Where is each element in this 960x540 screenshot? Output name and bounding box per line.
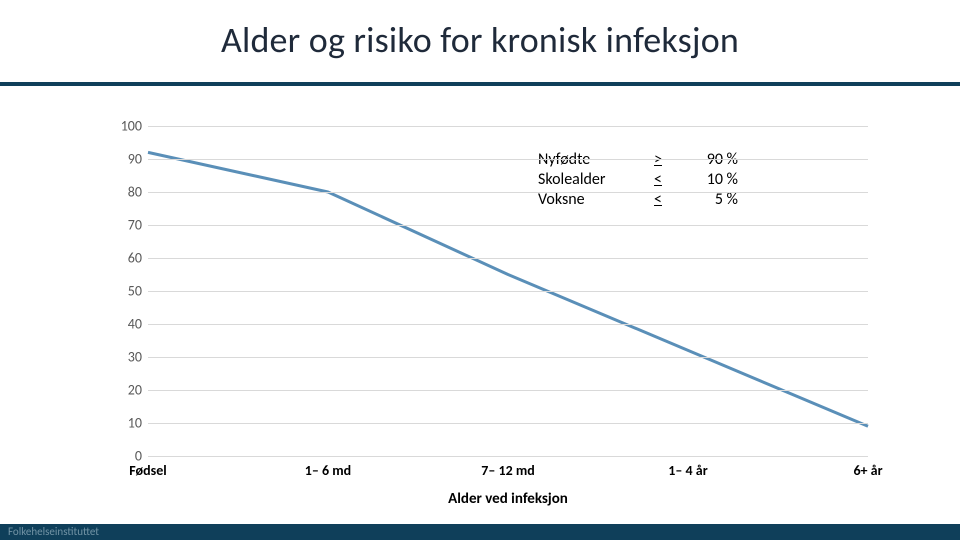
- slide: Alder og risiko for kronisk infeksjon Fø…: [0, 0, 960, 540]
- annotation-label: Nyfødte: [538, 150, 626, 170]
- y-tick-label: 90: [112, 151, 148, 168]
- x-tick-label: 1– 6 md: [305, 462, 351, 479]
- footer-bar: [0, 524, 960, 540]
- annotation-label: Voksne: [538, 190, 626, 210]
- x-tick-label: 1– 4 år: [668, 462, 707, 479]
- x-axis-title: Alder ved infeksjon: [148, 490, 868, 508]
- annotation-pct: 10 %: [690, 170, 738, 190]
- y-tick-label: 60: [112, 250, 148, 267]
- page-title: Alder og risiko for kronisk infeksjon: [0, 18, 960, 62]
- annotation-label: Skolealder: [538, 170, 626, 190]
- annotation-pct: 5 %: [690, 190, 738, 210]
- gridline: [148, 423, 868, 424]
- x-axis: Fødsel1– 6 md7– 12 md1– 4 år6+ år: [148, 456, 868, 490]
- series-line: [148, 152, 868, 426]
- y-tick-label: 0: [112, 448, 148, 465]
- gridline: [148, 159, 868, 160]
- gridline: [148, 357, 868, 358]
- annotation-pct: 90 %: [690, 150, 738, 170]
- y-tick-label: 10: [112, 415, 148, 432]
- y-tick-label: 100: [112, 118, 148, 135]
- gridline: [148, 126, 868, 127]
- gridline: [148, 192, 868, 193]
- annotation-op: <: [650, 170, 666, 190]
- gridline: [148, 324, 868, 325]
- risk-line-chart: Fødsel1– 6 md7– 12 md1– 4 år6+ år Alder …: [148, 126, 868, 456]
- x-tick-label: 6+ år: [853, 462, 882, 479]
- x-tick-label: Fødsel: [129, 462, 166, 479]
- annotation-op: >: [650, 150, 666, 170]
- y-tick-label: 40: [112, 316, 148, 333]
- annotation-row: Skolealder <10 %: [538, 170, 738, 190]
- annotation-row: Nyfødte >90 %: [538, 150, 738, 170]
- annotation-op: <: [650, 190, 666, 210]
- gridline: [148, 456, 868, 457]
- footer-logo: Folkehelseinstituttet: [8, 525, 99, 538]
- y-tick-label: 70: [112, 217, 148, 234]
- y-tick-label: 20: [112, 382, 148, 399]
- x-tick-label: 7– 12 md: [481, 462, 535, 479]
- annotation-row: Voksne <5 %: [538, 190, 738, 210]
- y-tick-label: 50: [112, 283, 148, 300]
- y-tick-label: 80: [112, 184, 148, 201]
- gridline: [148, 225, 868, 226]
- gridline: [148, 390, 868, 391]
- title-rule: [0, 82, 960, 86]
- y-tick-label: 30: [112, 349, 148, 366]
- gridline: [148, 258, 868, 259]
- gridline: [148, 291, 868, 292]
